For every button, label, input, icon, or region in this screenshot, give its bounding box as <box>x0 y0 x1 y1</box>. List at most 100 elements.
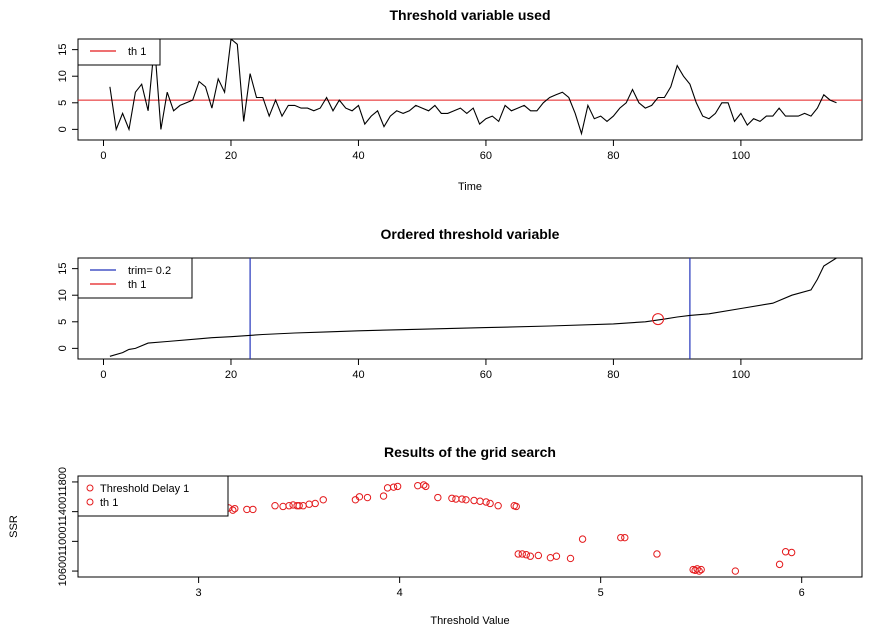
data-point <box>653 550 661 558</box>
data-point <box>578 535 587 543</box>
data-point <box>462 496 470 504</box>
legend-label: trim= 0.2 <box>128 265 171 277</box>
plot-frame-2 <box>77 257 863 360</box>
data-point <box>458 495 466 503</box>
data-point <box>363 493 372 502</box>
data-point <box>476 497 484 505</box>
series-line <box>109 39 837 136</box>
data-point <box>514 550 522 558</box>
x-tick-label: 60 <box>480 369 492 381</box>
data-point <box>512 502 520 511</box>
data-point <box>249 505 257 514</box>
legend-symbol <box>86 484 94 492</box>
data-point <box>231 504 239 513</box>
y-tick-label: 15 <box>57 44 69 56</box>
data-point <box>305 500 313 508</box>
data-point <box>355 493 364 501</box>
x-tick-label: 40 <box>352 369 364 381</box>
data-point <box>566 554 575 563</box>
x-tick-label: 80 <box>607 150 619 162</box>
y-axis-label: SSR <box>8 515 20 538</box>
y-tick-label: 10600 <box>57 556 69 587</box>
data-point <box>448 494 456 502</box>
legend-label: th 1 <box>128 279 146 291</box>
data-point <box>534 551 543 560</box>
data-point <box>697 565 705 574</box>
x-tick-label: 60 <box>480 150 492 162</box>
data-point <box>617 533 625 542</box>
data-point <box>422 482 430 491</box>
data-point <box>420 481 428 489</box>
y-tick-label: 11800 <box>57 467 69 497</box>
data-point <box>781 548 790 556</box>
y-tick-label: 15 <box>57 263 69 275</box>
x-tick-label: 80 <box>607 369 619 381</box>
x-axis-label: Threshold Value <box>430 615 509 627</box>
plot-area-2 <box>109 258 837 359</box>
data-point <box>452 495 460 503</box>
data-point <box>552 552 561 560</box>
y-tick-label: 10 <box>57 70 69 82</box>
data-point <box>414 481 422 490</box>
chart-title-1: Threshold variable used <box>389 7 550 23</box>
y-tick-label: 5 <box>57 319 69 325</box>
data-point <box>470 496 478 505</box>
data-point <box>279 502 287 511</box>
legend-box <box>77 475 229 517</box>
data-point <box>522 551 530 559</box>
data-point <box>546 553 555 562</box>
data-point <box>526 552 535 560</box>
x-tick-label: 100 <box>732 369 750 381</box>
data-point <box>379 492 388 500</box>
data-point <box>393 482 402 491</box>
series-line <box>109 258 837 357</box>
data-point <box>389 483 398 491</box>
selected-threshold-marker <box>652 313 665 326</box>
data-point <box>693 565 701 573</box>
x-tick-label: 0 <box>100 150 106 162</box>
data-point <box>383 484 392 492</box>
x-tick-label: 4 <box>397 587 403 599</box>
data-point <box>482 498 490 506</box>
data-point <box>271 502 279 510</box>
plot-frame-1 <box>77 38 863 141</box>
x-tick-label: 20 <box>225 369 237 381</box>
x-tick-label: 0 <box>100 369 106 381</box>
data-point <box>243 505 251 514</box>
y-tick-label: 0 <box>57 126 69 132</box>
legend-label: th 1 <box>128 46 146 58</box>
legend-box <box>77 257 193 299</box>
data-point <box>486 499 494 508</box>
x-tick-label: 20 <box>225 150 237 162</box>
data-point <box>494 502 502 510</box>
y-tick-label: 10 <box>57 289 69 301</box>
x-axis-label: Time <box>458 181 482 193</box>
data-point <box>311 499 319 508</box>
data-point <box>775 560 784 569</box>
legend-label: Threshold Delay 1 <box>100 483 189 495</box>
legend-box <box>77 38 161 66</box>
data-point <box>518 550 526 558</box>
data-point <box>285 502 293 510</box>
data-point <box>434 493 442 502</box>
x-tick-label: 100 <box>732 150 750 162</box>
data-point <box>229 506 237 514</box>
data-point <box>731 567 740 575</box>
x-tick-label: 5 <box>598 587 604 599</box>
plot-area-1 <box>78 39 862 136</box>
y-tick-label: 11400 <box>57 497 69 527</box>
chart-title-3: Results of the grid search <box>384 444 556 460</box>
y-tick-label: 11000 <box>57 526 69 556</box>
y-tick-label: 5 <box>57 100 69 106</box>
plot-area-3 <box>213 481 796 575</box>
data-point <box>787 548 796 557</box>
data-point <box>319 496 327 504</box>
data-point <box>299 502 307 510</box>
data-point <box>621 533 629 542</box>
data-point <box>295 502 303 510</box>
chart-title-2: Ordered threshold variable <box>381 226 560 242</box>
data-point <box>695 567 703 575</box>
x-tick-label: 3 <box>196 587 202 599</box>
legend-symbol <box>86 498 94 506</box>
